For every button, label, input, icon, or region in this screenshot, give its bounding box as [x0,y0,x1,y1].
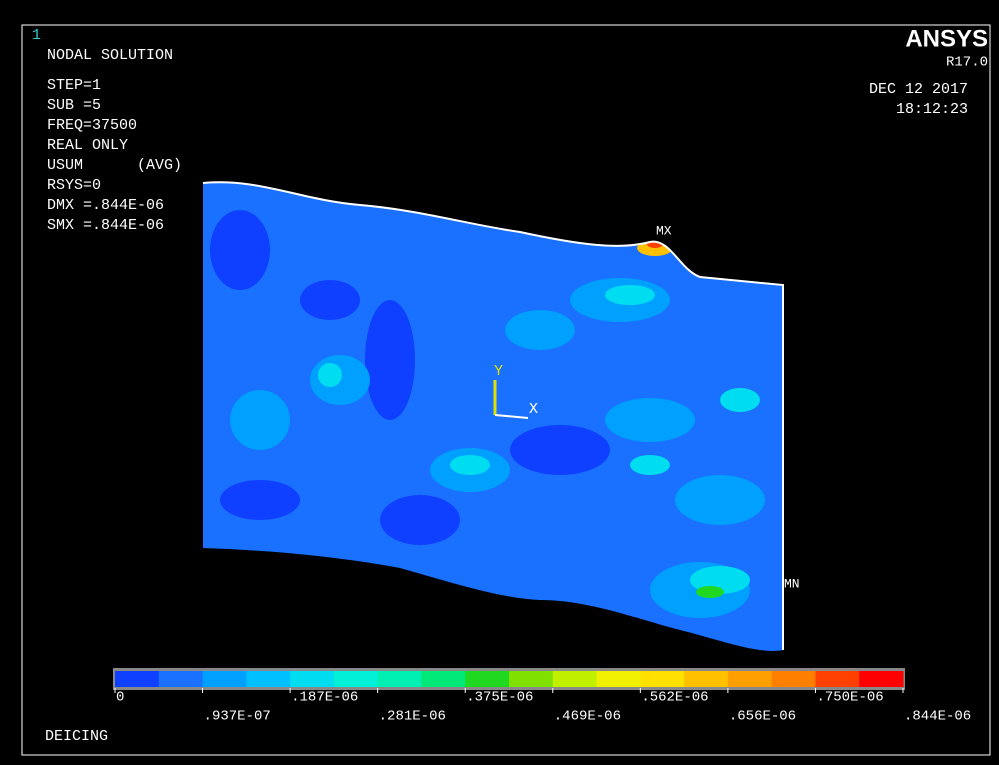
info-line: DMX =.844E-06 [47,197,164,214]
info-line: REAL ONLY [47,137,128,154]
version: R17.0 [946,55,988,71]
info-line: SMX =.844E-06 [47,217,164,234]
date: DEC 12 2017 [869,81,968,98]
legend-label: 0 [116,690,124,706]
time: 18:12:23 [896,101,968,118]
axis-x-label: X [529,401,538,418]
legend-swatch [246,671,290,687]
legend-label: .937E-07 [204,709,271,725]
legend-swatch [859,671,903,687]
info-line: STEP=1 [47,77,101,94]
legend-label: .656E-06 [729,709,796,725]
legend-swatch [640,671,684,687]
logo: ANSYS [905,25,988,52]
legend-label: .281E-06 [379,709,446,725]
legend-swatch [728,671,772,687]
legend-swatch [421,671,465,687]
min-label: MN [784,576,800,591]
legend-swatch [290,671,334,687]
legend-swatch [684,671,728,687]
legend-label: .562E-06 [641,690,708,706]
legend-swatch [334,671,378,687]
info-line: USUM (AVG) [47,157,182,174]
axis-y-label: Y [494,363,503,380]
legend-swatch [159,671,203,687]
legend-swatch [378,671,422,687]
legend-swatch [203,671,247,687]
contour-peak [696,586,724,598]
legend-label: .187E-06 [291,690,358,706]
legend-label: .750E-06 [816,690,883,706]
info-line: RSYS=0 [47,177,101,194]
window-number: 1 [32,27,41,44]
ansys-window: 1 NODAL SOLUTION ANSYS R17.0 DEC 12 2017… [0,0,999,765]
legend-label: .469E-06 [554,709,621,725]
legend-label: .375E-06 [466,690,533,706]
legend-swatch [553,671,597,687]
info-line: SUB =5 [47,97,101,114]
legend-label: .844E-06 [904,709,971,725]
legend-swatch [597,671,641,687]
legend-swatch [772,671,816,687]
page: 1 NODAL SOLUTION ANSYS R17.0 DEC 12 2017… [0,0,999,765]
info-line: FREQ=37500 [47,117,137,134]
info-title: NODAL SOLUTION [47,47,173,64]
legend-swatch [115,671,159,687]
legend-swatch [465,671,509,687]
legend-swatch [815,671,859,687]
max-label: MX [656,223,672,238]
legend-swatch [509,671,553,687]
window-title: DEICING [45,728,108,745]
